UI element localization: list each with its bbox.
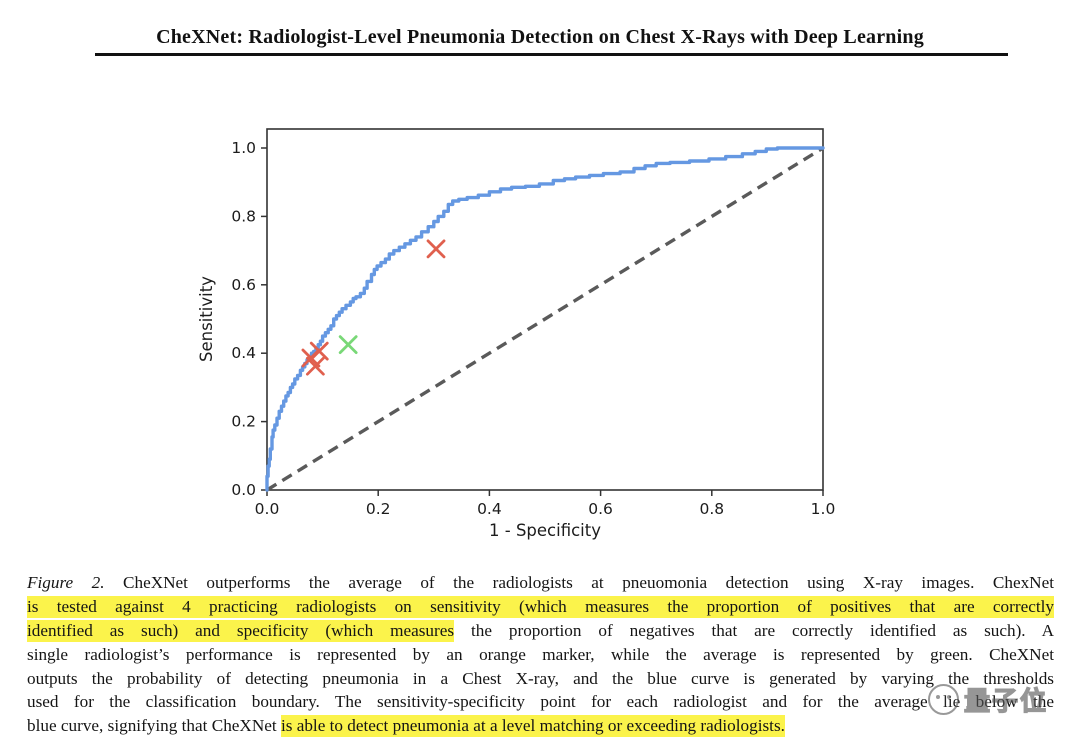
- radiologist-2-marker: [305, 356, 325, 376]
- chance-line: [266, 146, 824, 492]
- y-axis-label: Sensitivity: [197, 276, 216, 362]
- chexnet-roc-curve: [265, 146, 825, 492]
- x-tick-label: 0.8: [699, 500, 724, 518]
- caption-line-6: used for the classification boundary. Th…: [27, 690, 1054, 714]
- y-tick-label: 0.8: [231, 207, 256, 225]
- plot-frame: [266, 128, 824, 491]
- caption-highlighted-text: is tested against 4 practicing radiologi…: [27, 595, 1054, 618]
- caption-highlighted-text: identified as such) and specificity (whi…: [27, 619, 455, 642]
- caption-text: single radiologist’s performance is repr…: [27, 644, 1054, 664]
- caption-line-3: identified as such) and specificity (whi…: [27, 619, 1054, 643]
- caption-text: used for the classification boundary. Th…: [27, 692, 1054, 712]
- y-tick-label: 0.0: [231, 481, 256, 499]
- caption-line-7: blue curve, signifying that CheXNet is a…: [27, 714, 1054, 738]
- title-underline-rule: [95, 53, 1008, 56]
- x-axis-label: 1 - Specificity: [489, 521, 601, 540]
- y-tick-label: 1.0: [231, 139, 256, 157]
- x-tick-label: 0.4: [477, 500, 502, 518]
- y-axis-ticks: 0.0 0.2 0.4 0.6 0.8 1.0: [231, 139, 267, 499]
- x-tick-label: 0.6: [588, 500, 613, 518]
- caption-line-5: outputs the probability of detecting pne…: [27, 667, 1054, 691]
- radiologists-average-marker: [338, 335, 358, 355]
- caption-line-2: is tested against 4 practicing radiologi…: [27, 595, 1054, 619]
- roc-plot-svg: 0.0 0.2 0.4 0.6 0.8 1.0 0.0 0.2 0.4 0.6 0.8 1.0 1 …: [197, 128, 836, 540]
- figure-caption: Figure 2. CheXNet outperforms the averag…: [27, 571, 1054, 738]
- caption-text: CheXNet outperforms the average of the r…: [104, 573, 1055, 592]
- radiologist-3-marker: [309, 341, 329, 361]
- y-tick-label: 0.2: [231, 413, 256, 431]
- y-tick-label: 0.6: [231, 276, 256, 294]
- paper-title: CheXNet: Radiologist-Level Pneumonia Det…: [156, 26, 924, 48]
- radiologist-4-marker: [426, 239, 446, 259]
- x-tick-label: 0.0: [255, 500, 280, 518]
- caption-text: Figure 2.: [27, 573, 105, 592]
- x-tick-label: 1.0: [811, 500, 836, 518]
- x-tick-label: 0.2: [366, 500, 391, 518]
- figure-2-roc-chart: 0.0 0.2 0.4 0.6 0.8 1.0 0.0 0.2 0.4 0.6 0.8 1.0 1 …: [185, 95, 855, 565]
- caption-text: blue curve, signifying that CheXNet: [27, 716, 281, 736]
- x-axis-ticks: 0.0 0.2 0.4 0.6 0.8 1.0: [255, 490, 836, 518]
- caption-line-4: single radiologist’s performance is repr…: [27, 643, 1054, 667]
- caption-text: outputs the probability of detecting pne…: [27, 668, 1054, 688]
- caption-line-1: Figure 2. CheXNet outperforms the averag…: [27, 571, 1054, 595]
- caption-highlighted-text: is able to detect pneumonia at a level m…: [280, 715, 785, 738]
- caption-text: the proportion of negatives that are cor…: [454, 620, 1054, 640]
- y-tick-label: 0.4: [231, 344, 256, 362]
- plot-series: [265, 146, 825, 492]
